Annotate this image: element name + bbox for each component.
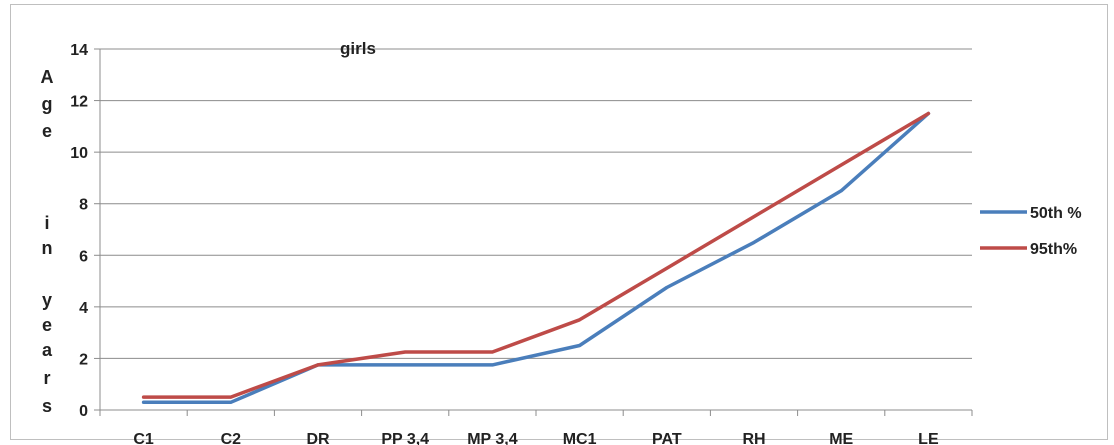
y-axis-label-letter: A [41,67,54,87]
series-lines [141,111,931,405]
y-tick-labels: 0 2 4 6 8 10 12 14 [70,42,88,420]
y-axis-label-letter: s [42,396,52,416]
y-tick-label: 6 [79,248,88,265]
x-tick-label: LE [918,431,939,445]
x-tick-label: MP 3,4 [467,431,518,445]
x-tick-label: C2 [221,431,242,445]
x-tick-label: PP 3,4 [381,431,429,445]
y-axis-label-letter: i [44,213,49,233]
y-tick-label: 4 [79,300,88,317]
axes [94,48,973,416]
chart-title: girls [340,39,376,58]
legend: 50th % 95th% [980,205,1082,258]
y-tick-label: 8 [79,197,88,214]
gridlines [100,48,972,359]
x-tick-label: PAT [652,431,682,445]
y-axis-label-letter: a [42,340,53,360]
legend-label: 50th % [1030,205,1082,222]
y-axis-label-letter: r [43,368,50,388]
x-tick-label: DR [306,431,330,445]
legend-label: 95th% [1030,241,1077,258]
y-axis-label-letter: e [42,315,52,335]
y-tick-label: 12 [70,94,88,111]
y-axis-label-letter: y [42,290,52,310]
x-tick-labels: C1 C2 DR PP 3,4 MP 3,4 MC1 PAT RH ME LE [133,431,939,445]
y-axis-label-letter: g [42,94,53,114]
x-tick-label: RH [742,431,765,445]
y-tick-label: 10 [70,145,88,162]
y-tick-label: 2 [79,351,88,368]
x-tick-label: C1 [133,431,154,445]
y-tick-label: 0 [79,403,88,420]
chart-frame [10,4,1108,440]
x-tick-label: ME [829,431,853,445]
x-tick-label: MC1 [563,431,597,445]
series-line-0 [141,111,931,405]
y-axis-label-letter: n [42,238,53,258]
series-line-1 [141,111,931,399]
y-axis-label-letter: e [42,121,52,141]
y-tick-label: 14 [70,42,88,59]
